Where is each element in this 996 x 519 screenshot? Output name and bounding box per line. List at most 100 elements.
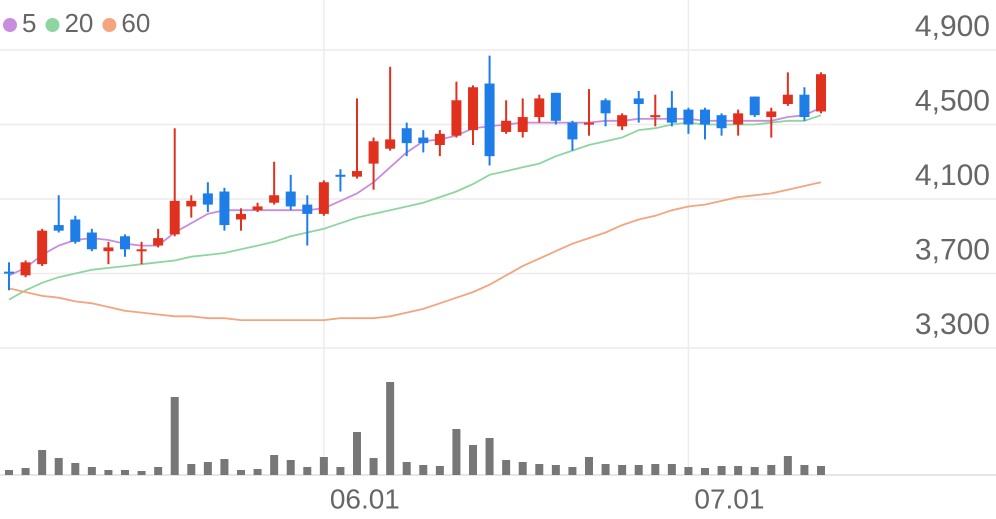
volume-bar xyxy=(369,458,378,475)
candle-body xyxy=(219,191,230,226)
volume-bar xyxy=(518,462,527,475)
volume-bar xyxy=(286,460,295,475)
candle-body xyxy=(368,141,379,164)
volume-bar xyxy=(121,470,129,475)
candle-body xyxy=(799,94,810,118)
legend-label: 20 xyxy=(64,8,93,38)
ma-line xyxy=(8,181,822,321)
candle-body xyxy=(600,100,611,114)
candle-body xyxy=(401,128,412,144)
volume-bar xyxy=(800,465,809,475)
volume-bar xyxy=(435,466,444,475)
volume-bar xyxy=(71,463,80,475)
candle-body xyxy=(434,133,445,145)
ma-line xyxy=(8,106,822,277)
candle-body xyxy=(318,182,329,214)
candle-body xyxy=(716,115,727,129)
volume-bar xyxy=(187,464,196,475)
volume-bar xyxy=(220,459,229,475)
candle-body xyxy=(202,193,213,205)
volume-bar xyxy=(469,445,477,475)
candle-body xyxy=(352,171,362,177)
volume-bar xyxy=(5,470,13,475)
volume-bar xyxy=(203,462,212,475)
candle-body xyxy=(617,115,628,127)
volume-bar xyxy=(701,468,709,475)
volume-bar xyxy=(535,464,544,475)
y-tick-label: 4,100 xyxy=(915,159,990,192)
volume-bar xyxy=(585,457,593,475)
candle-body xyxy=(153,238,164,246)
candle-body xyxy=(501,120,512,132)
candle-body xyxy=(252,206,263,211)
y-tick-label: 4,500 xyxy=(915,84,990,117)
candle-body xyxy=(302,204,313,214)
candle-body xyxy=(683,109,694,125)
volume-bar xyxy=(485,438,494,475)
ma-line xyxy=(8,114,822,301)
volume-bar xyxy=(568,467,577,475)
volume-bar xyxy=(634,465,643,475)
candle-body xyxy=(385,139,396,149)
legend-marker xyxy=(3,18,17,32)
x-tick-label: 06.01 xyxy=(330,483,400,514)
candle-body xyxy=(468,87,478,131)
candle-body xyxy=(782,94,793,105)
volume-bar xyxy=(651,464,660,475)
volume-bar xyxy=(87,467,96,475)
candle-body xyxy=(418,137,429,144)
candle-body xyxy=(584,122,594,125)
volume-bar xyxy=(336,467,345,475)
volume-bar xyxy=(54,458,63,475)
candle-body xyxy=(136,249,147,252)
volume-bar xyxy=(154,467,163,475)
volume-bar xyxy=(419,465,428,475)
candle-body xyxy=(766,111,777,118)
candle-body xyxy=(53,225,64,231)
candle-body xyxy=(567,122,578,140)
volume-bar xyxy=(601,464,610,475)
candle-body xyxy=(550,92,561,121)
volume-bar xyxy=(402,462,411,475)
candle-body xyxy=(816,74,826,112)
volume-bar xyxy=(170,397,179,475)
volume-bar xyxy=(684,467,693,475)
volume-bar xyxy=(237,470,245,475)
candle-body xyxy=(484,83,495,157)
candle-body xyxy=(169,200,180,235)
candle-body xyxy=(749,96,760,116)
candle-body xyxy=(120,236,130,250)
candle-body xyxy=(285,191,296,207)
legend-marker xyxy=(45,18,60,32)
volume-bar xyxy=(303,467,312,475)
candle-body xyxy=(4,271,14,274)
volume-bar xyxy=(104,470,113,475)
candle-body xyxy=(700,109,710,125)
volume-bar xyxy=(502,460,511,475)
candle-body xyxy=(37,230,48,265)
candle-body xyxy=(534,98,545,118)
volume-bar xyxy=(319,457,328,475)
candle-body xyxy=(186,200,197,207)
candle-body xyxy=(733,113,744,125)
y-tick-label: 4,900 xyxy=(915,10,990,43)
volume-bar xyxy=(386,382,395,475)
candle-body xyxy=(335,174,346,177)
volume-bar xyxy=(717,466,726,475)
volume-bar xyxy=(137,471,146,475)
candle-body xyxy=(236,213,246,220)
candle-body xyxy=(451,100,462,136)
y-tick-label: 3,300 xyxy=(915,308,990,341)
candle-body xyxy=(269,195,280,203)
volume-bar xyxy=(253,469,262,475)
volume-bar xyxy=(618,465,627,475)
candle-body xyxy=(103,247,114,252)
candle-body xyxy=(20,262,31,276)
candle-body xyxy=(666,107,677,123)
volume-bar xyxy=(452,429,461,475)
volume-bar xyxy=(21,468,30,475)
volume-bar xyxy=(667,464,676,475)
legend-label: 60 xyxy=(121,8,150,38)
volume-bar xyxy=(750,467,759,475)
